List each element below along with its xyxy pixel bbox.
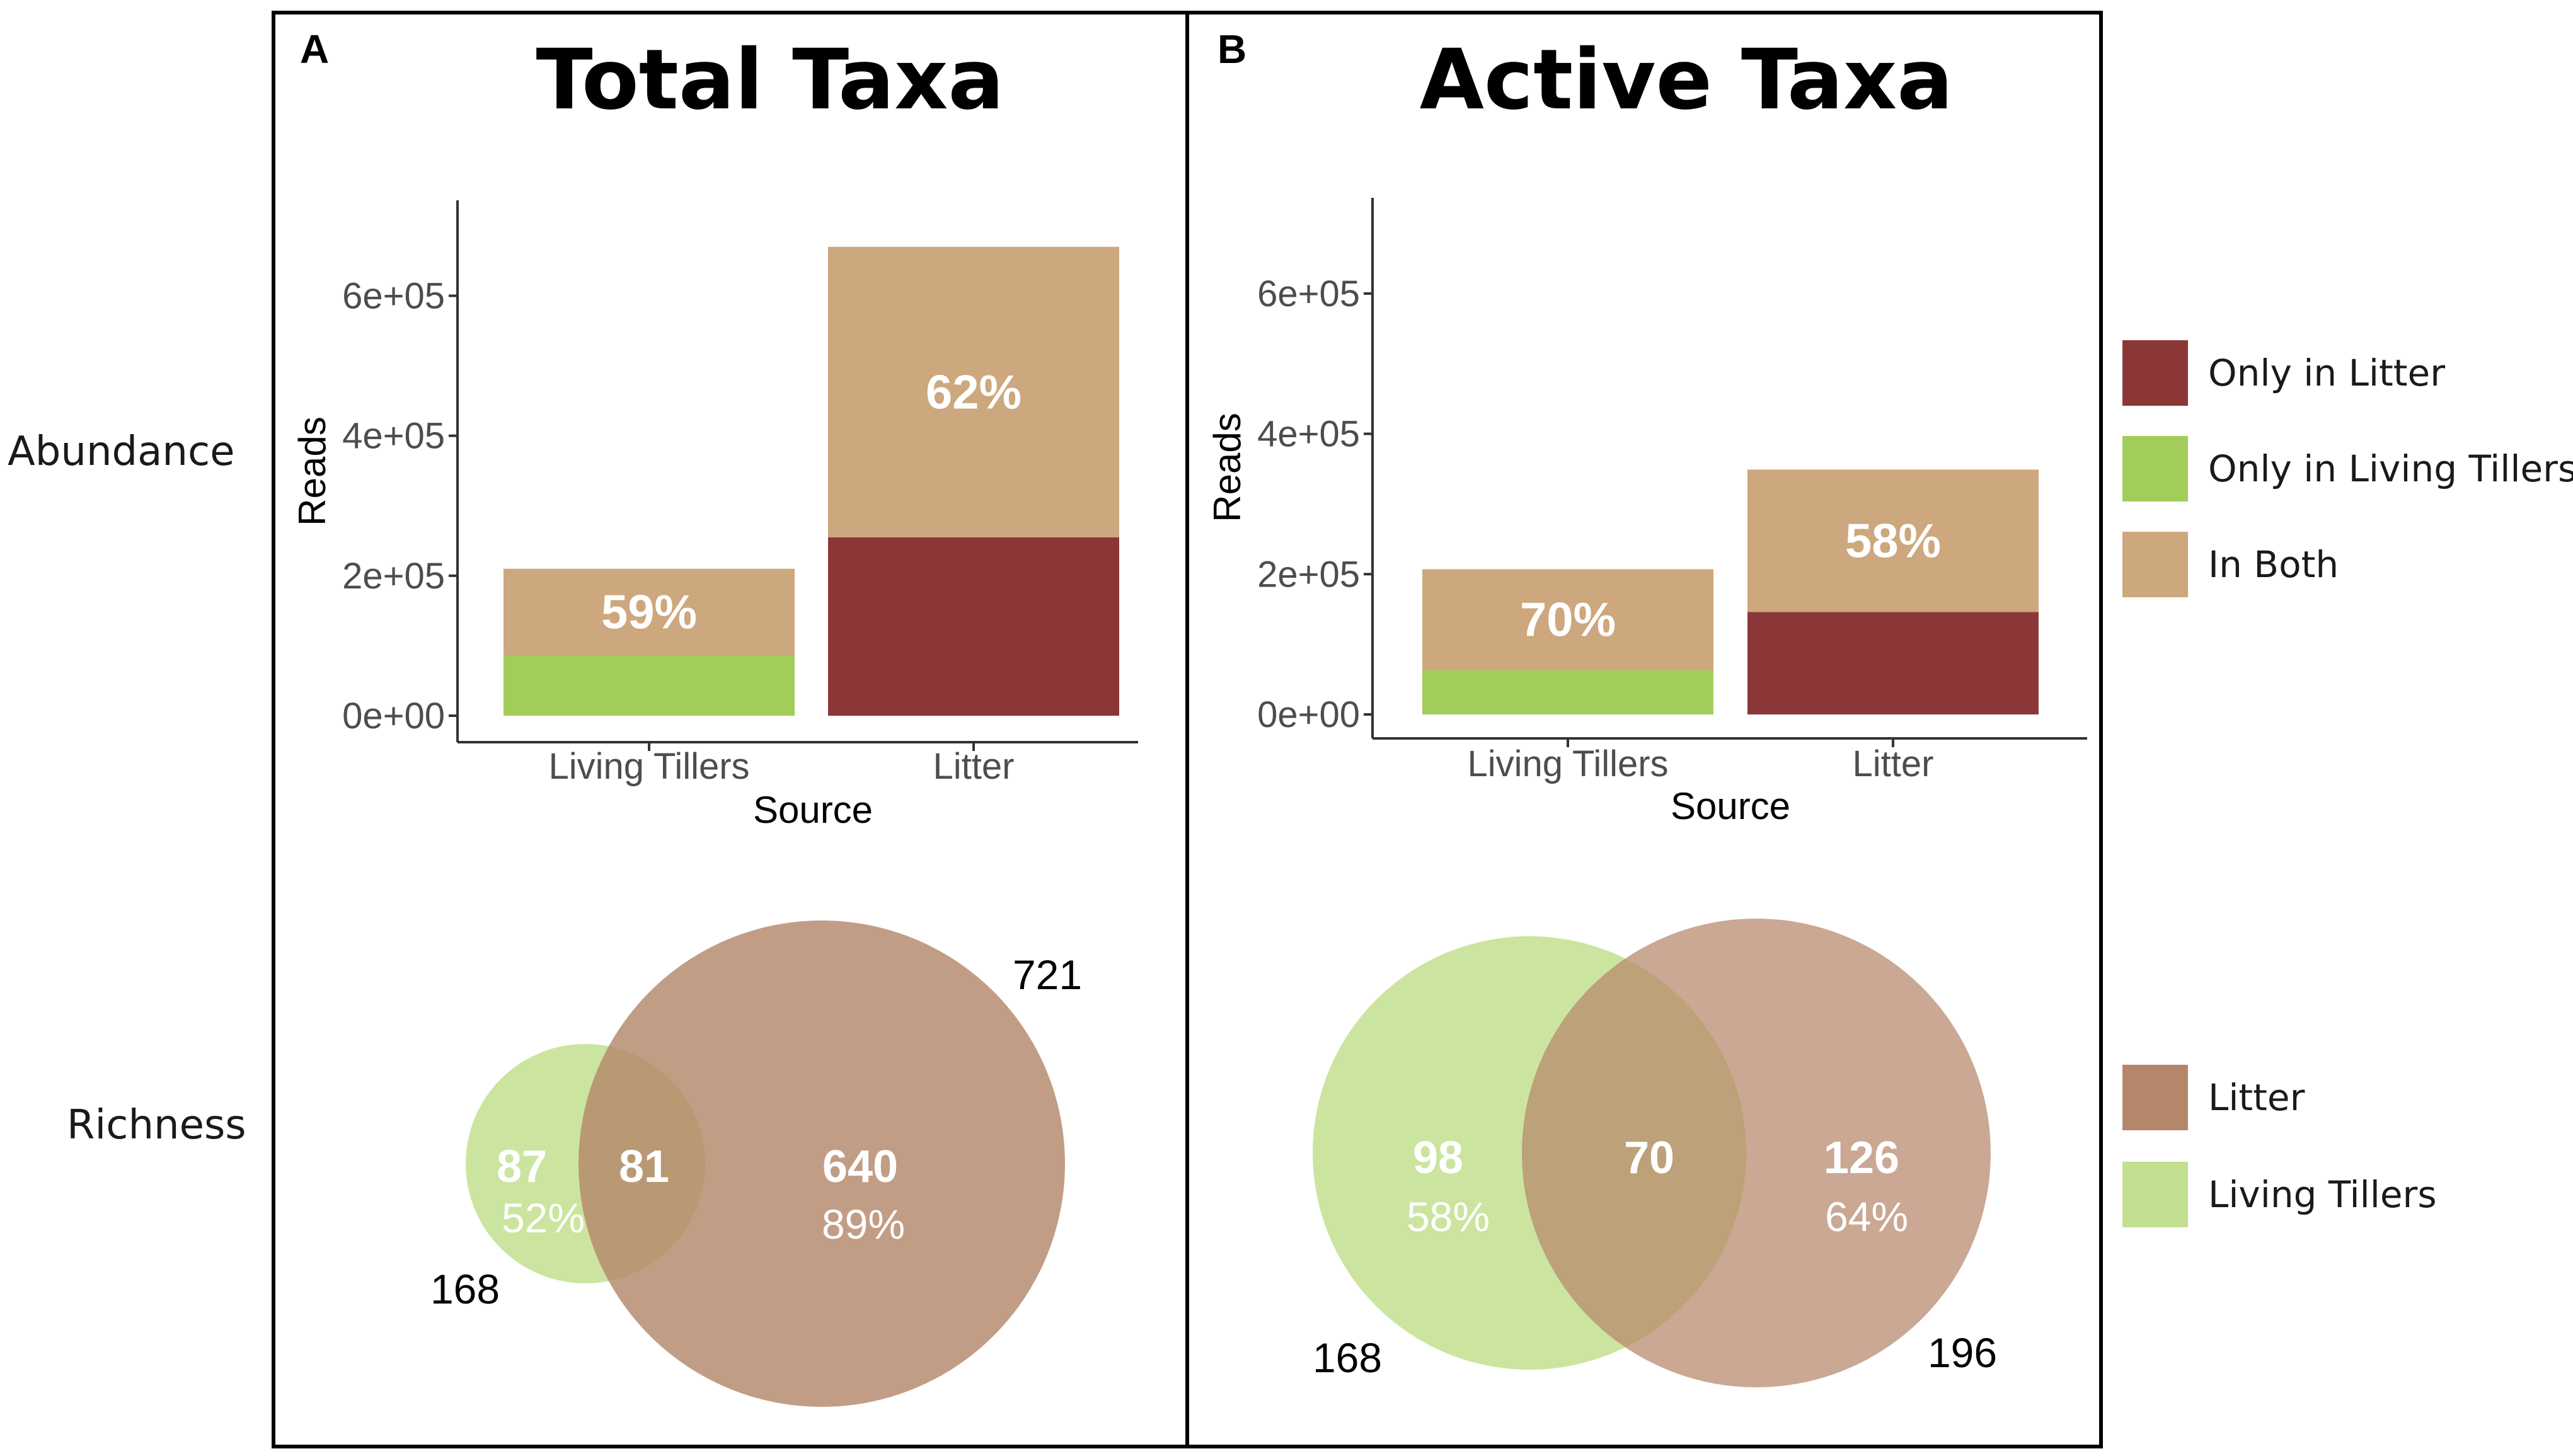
venn-percent-only-living-tillers: 52%: [502, 1195, 585, 1241]
y-tick-label: 0e+00: [1257, 694, 1360, 735]
x-axis-title: Source: [1671, 785, 1790, 827]
bar-chart-total-taxa: 0e+00 2e+05 4e+05 6e+05 59% 62% Living Tille…: [291, 200, 1138, 831]
bar-labels: 70% 58%: [1520, 514, 1941, 646]
panel-a-letter: A: [300, 26, 329, 72]
venn-percent-only-living-tillers: 58%: [1407, 1193, 1490, 1240]
bar-litter-only-in-litter: [828, 537, 1119, 716]
venn-total-living-tillers: 168: [1313, 1334, 1382, 1381]
panel-b-letter: B: [1217, 26, 1246, 72]
y-axis-title: Reads: [1206, 413, 1248, 522]
venn-percent-only-litter: 89%: [822, 1201, 905, 1247]
bar-label-living-tillers: 70%: [1520, 593, 1616, 647]
x-ticks: Living Tillers Litter: [1467, 738, 1933, 784]
x-tick-label-living-tillers: Living Tillers: [1467, 743, 1668, 784]
row-label-abundance: Abundance: [8, 428, 235, 475]
bar-living-tillers-in-both: [1422, 569, 1713, 670]
legend-label-litter: Litter: [2208, 1076, 2305, 1119]
y-tick-label: 0e+00: [342, 696, 445, 737]
venn-total-living-tillers: 168: [430, 1266, 500, 1312]
venn-count-only-litter: 640: [822, 1142, 898, 1192]
venn-total-litter: 196: [1928, 1329, 1997, 1376]
x-ticks: Living Tillers Litter: [548, 742, 1014, 787]
legend-richness: Litter Living Tillers: [2122, 1065, 2437, 1227]
panel-total-taxa: A Total Taxa 0e+00 2e+05 4e+05 6e+05 59% 62%…: [272, 11, 1189, 1448]
bar-label-living-tillers: 59%: [601, 586, 697, 639]
venn-count-only-living-tillers: 98: [1413, 1133, 1463, 1183]
y-tick-label: 2e+05: [1257, 554, 1360, 595]
y-ticks: 0e+00 2e+05 4e+05 6e+05: [342, 276, 458, 737]
panel-b-title: Active Taxa: [1420, 32, 1954, 129]
x-tick-label-litter: Litter: [1853, 743, 1934, 784]
legend-key-only-in-living-tillers: [2122, 436, 2188, 502]
venn-circle-litter: [578, 920, 1065, 1407]
x-tick-label-living-tillers: Living Tillers: [548, 746, 749, 787]
venn-percent-only-litter: 64%: [1825, 1193, 1908, 1240]
venn-total-taxa: 87 52% 81 640 89% 168 721: [430, 920, 1082, 1407]
bar-label-litter: 58%: [1845, 514, 1941, 568]
venn-active-taxa: 98 58% 70 126 64% 168 196: [1313, 919, 1997, 1387]
y-ticks: 0e+00 2e+05 4e+05 6e+05: [1257, 273, 1373, 735]
legend-label-in-both: In Both: [2208, 543, 2339, 586]
bar-litter-only-in-litter: [1747, 612, 2039, 714]
legend-key-in-both: [2122, 532, 2188, 597]
bar-living-tillers-only-in-living-tillers: [504, 655, 795, 716]
y-tick-label: 6e+05: [342, 276, 445, 317]
venn-circle-litter: [1522, 919, 1991, 1387]
y-tick-label: 2e+05: [342, 556, 445, 597]
venn-count-only-living-tillers: 87: [497, 1142, 547, 1192]
panel-active-taxa: B Active Taxa 0e+00 2e+05 4e+05 6e+05 70% 58…: [1185, 11, 2103, 1448]
y-tick-label: 6e+05: [1257, 273, 1360, 314]
panel-b-border: [1185, 11, 2103, 1448]
legend-key-living-tillers: [2122, 1162, 2188, 1227]
y-tick-label: 4e+05: [342, 416, 445, 457]
legend-label-only-in-living-tillers: Only in Living Tillers: [2208, 447, 2573, 490]
venn-count-only-litter: 126: [1824, 1133, 1899, 1183]
bar-litter-in-both: [828, 246, 1119, 537]
bar-living-tillers-in-both: [504, 568, 795, 656]
x-axis-title: Source: [753, 789, 873, 831]
venn-total-litter: 721: [1013, 951, 1082, 998]
y-axis-title: Reads: [291, 416, 333, 525]
x-tick-label-litter: Litter: [933, 746, 1015, 787]
legend-label-only-in-litter: Only in Litter: [2208, 352, 2445, 394]
venn-count-both: 81: [619, 1142, 669, 1192]
bar-labels: 59% 62%: [601, 365, 1022, 639]
venn-count-both: 70: [1624, 1133, 1674, 1183]
legend-abundance: Only in Litter Only in Living Tillers In B…: [2122, 340, 2573, 597]
bar-chart-active-taxa: 0e+00 2e+05 4e+05 6e+05 70% 58% Living Tille…: [1206, 198, 2087, 827]
bar-living-tillers-only-in-living-tillers: [1422, 670, 1713, 714]
y-tick-label: 4e+05: [1257, 414, 1360, 455]
panel-a-title: Total Taxa: [536, 32, 1004, 129]
bars: [504, 246, 1119, 716]
row-label-richness: Richness: [67, 1102, 246, 1149]
legend-label-living-tillers: Living Tillers: [2208, 1173, 2437, 1216]
legend-key-only-in-litter: [2122, 340, 2188, 406]
bar-litter-in-both: [1747, 469, 2039, 612]
bars: [1422, 469, 2039, 714]
legend-key-litter: [2122, 1065, 2188, 1130]
bar-label-litter: 62%: [926, 365, 1022, 419]
